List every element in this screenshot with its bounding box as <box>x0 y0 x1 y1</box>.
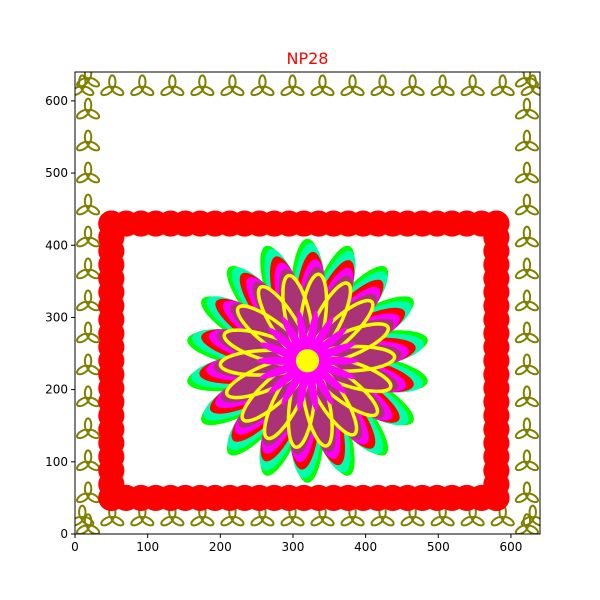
trefoil-mark <box>76 257 101 280</box>
trefoil-mark <box>76 417 101 440</box>
x-tick-label: 400 <box>354 540 377 554</box>
trefoil-mark <box>76 353 101 376</box>
trefoil-mark <box>514 193 539 216</box>
y-tick-label: 100 <box>45 455 68 469</box>
trefoil-mark <box>190 74 215 97</box>
star-ray <box>305 360 318 411</box>
red-frame <box>98 210 510 511</box>
frame-dot <box>483 210 510 237</box>
trefoil-mark <box>514 161 539 184</box>
trefoil-mark <box>100 504 125 527</box>
star-ray <box>307 360 347 394</box>
trefoil-mark <box>514 417 539 440</box>
trefoil-mark <box>220 74 245 97</box>
star-ray <box>259 359 308 379</box>
star-ray <box>305 310 318 361</box>
star-ray <box>307 359 356 379</box>
trefoil-mark <box>76 193 101 216</box>
star-ray <box>268 327 308 362</box>
trefoil-mark <box>490 74 515 97</box>
star-ray <box>307 342 356 362</box>
trefoil-mark <box>514 97 539 120</box>
trefoil-mark <box>460 74 485 97</box>
trefoil-mark <box>514 353 539 376</box>
trefoil-mark <box>76 289 101 312</box>
trefoil-mark <box>514 513 539 534</box>
y-tick-label: 400 <box>45 238 68 252</box>
star-ray <box>297 310 310 361</box>
trefoil-mark <box>514 481 539 504</box>
trefoil-mark <box>280 74 305 97</box>
x-tick-label: 500 <box>427 540 450 554</box>
trefoil-mark <box>370 74 395 97</box>
trefoil-mark <box>514 257 539 280</box>
y-tick-label: 0 <box>60 527 68 541</box>
star-ray <box>281 360 308 405</box>
inner-star <box>256 310 359 411</box>
x-tick-label: 0 <box>71 540 79 554</box>
plot-area <box>75 72 540 534</box>
star-ray <box>307 327 347 362</box>
trefoil-mark <box>76 481 101 504</box>
trefoil-mark <box>76 513 101 534</box>
star-ray <box>307 316 334 361</box>
x-tick-label: 200 <box>209 540 232 554</box>
y-tick-label: 600 <box>45 94 68 108</box>
trefoil-mark <box>310 74 335 97</box>
x-tick-label: 600 <box>499 540 522 554</box>
trefoil-mark <box>370 504 395 527</box>
trefoil-mark <box>514 225 539 248</box>
trefoil-mark <box>76 161 101 184</box>
chart-title: NP28 <box>287 49 329 68</box>
star-ray <box>307 360 334 405</box>
trefoil-mark <box>76 129 101 152</box>
x-axis: 0 100 200 300 400 500 600 <box>71 534 522 554</box>
x-tick-label: 300 <box>282 540 305 554</box>
trefoil-border <box>75 72 540 534</box>
y-tick-label: 300 <box>45 310 68 324</box>
flower <box>187 238 428 483</box>
trefoil-mark <box>76 225 101 248</box>
x-tick-label: 100 <box>136 540 159 554</box>
trefoil-mark <box>340 74 365 97</box>
trefoil-mark <box>514 72 539 88</box>
y-tick-label: 200 <box>45 383 68 397</box>
trefoil-mark <box>250 74 275 97</box>
trefoil-mark <box>514 289 539 312</box>
trefoil-mark <box>76 97 101 120</box>
trefoil-mark <box>514 449 539 472</box>
y-axis: 0 100 200 300 400 500 600 <box>45 94 75 541</box>
star-ray <box>268 360 308 394</box>
star-ray <box>297 360 310 411</box>
flower-center <box>295 349 320 373</box>
trefoil-mark <box>514 385 539 408</box>
star-ray <box>259 342 308 362</box>
trefoil-mark <box>514 129 539 152</box>
trefoil-mark <box>76 449 101 472</box>
plot-axes-frame <box>74 71 541 535</box>
trefoil-mark <box>400 74 425 97</box>
trefoil-mark <box>130 74 155 97</box>
y-tick-label: 500 <box>45 166 68 180</box>
trefoil-mark <box>514 321 539 344</box>
frame-dot <box>98 210 125 237</box>
star-ray <box>281 316 308 361</box>
trefoil-mark <box>160 74 185 97</box>
trefoil-mark <box>76 321 101 344</box>
trefoil-mark <box>430 74 455 97</box>
trefoil-mark <box>100 74 125 97</box>
trefoil-mark <box>76 385 101 408</box>
trefoil-mark <box>76 72 101 88</box>
